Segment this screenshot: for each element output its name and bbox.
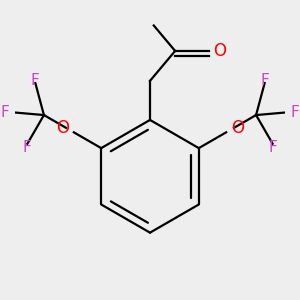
Text: O: O — [56, 119, 69, 137]
Text: F: F — [291, 105, 299, 120]
Text: F: F — [22, 140, 31, 155]
Text: F: F — [31, 73, 40, 88]
Text: O: O — [213, 42, 226, 60]
Text: F: F — [260, 73, 269, 88]
Text: O: O — [231, 119, 244, 137]
Text: F: F — [1, 105, 9, 120]
Text: F: F — [269, 140, 278, 155]
